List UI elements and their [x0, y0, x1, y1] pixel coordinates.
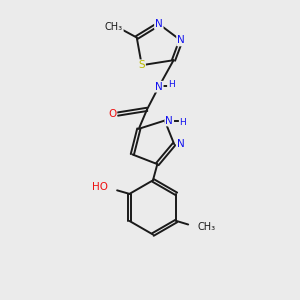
- Text: CH₃: CH₃: [105, 22, 123, 32]
- Text: N: N: [177, 139, 184, 149]
- Text: H: H: [180, 118, 186, 127]
- Text: O: O: [108, 109, 116, 119]
- Text: N: N: [177, 35, 185, 46]
- Text: N: N: [155, 19, 163, 29]
- Text: S: S: [138, 60, 145, 70]
- Text: H: H: [168, 80, 175, 89]
- Text: HO: HO: [92, 182, 108, 192]
- Text: N: N: [155, 82, 163, 92]
- Text: CH₃: CH₃: [198, 222, 216, 233]
- Text: N: N: [165, 116, 173, 126]
